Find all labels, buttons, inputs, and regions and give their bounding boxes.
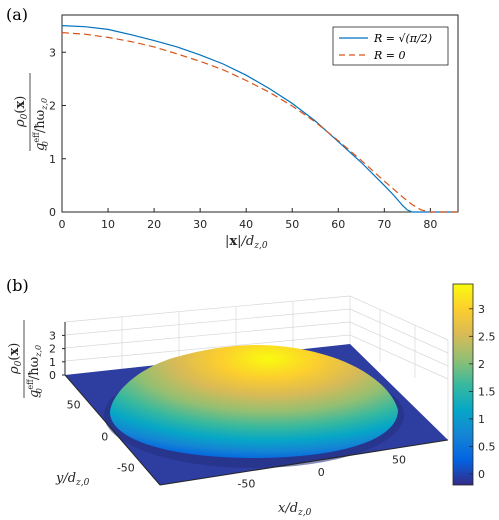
series-line-1 [61, 25, 458, 213]
x-axis-label-b: x/dz,0 [278, 501, 312, 518]
x-tick-label: 70 [377, 218, 391, 231]
colorbar-tick-label: 3 [478, 303, 485, 316]
colorbar-tick-label: 2 [478, 358, 485, 371]
x-tick-label: 30 [193, 218, 207, 231]
y-axis-line [64, 374, 161, 486]
legend-entry-2: R = 0 [373, 49, 406, 62]
x-tick-label: 60 [331, 218, 345, 231]
colorbar-tick-label: 0.5 [478, 440, 496, 453]
x-tick-label: 10 [101, 218, 115, 231]
x-axis-line-b [159, 439, 449, 486]
x-ticks-b: -50 0 50 [159, 439, 449, 491]
colorbar-ticks: 0 0.5 1 1.5 2 2.5 3 [469, 303, 496, 481]
x-axis-label-a: |x|/dz,0 [225, 234, 268, 251]
y-tick-label: 3 [49, 46, 56, 59]
y-tick-label-b: 0 [101, 431, 108, 444]
svg-text:ρ0(x): ρ0(x) [13, 96, 30, 128]
colorbar-tick-label: 0 [478, 468, 485, 481]
z-tick-label: 0 [49, 369, 56, 382]
y-ticks-a: 0 1 2 3 [49, 46, 66, 219]
surface-box-grid [64, 295, 449, 440]
x-tick-label: 0 [59, 218, 66, 231]
y-tick-label: 1 [49, 153, 56, 166]
x-tick-label-b: 0 [318, 466, 325, 479]
series-line-2 [61, 32, 458, 213]
z-tick-label: 3 [49, 329, 56, 342]
x-tick-label: 20 [147, 218, 161, 231]
y-tick-label-b: -50 [117, 461, 135, 474]
x-tick-label-b: -50 [237, 478, 255, 491]
z-tick-label: 2 [49, 343, 56, 356]
x-tick-label: 80 [423, 218, 437, 231]
y-tick-label: 0 [49, 206, 56, 219]
colorbar-tick-label: 1 [478, 413, 485, 426]
y-tick-label-b: 50 [67, 399, 81, 412]
z-tick-label: 1 [49, 356, 56, 369]
surface-dome [110, 345, 398, 458]
svg-text:geff0/ħωz,0: geff0/ħωz,0 [32, 98, 50, 151]
svg-text:geff0/ħωz,0: geff0/ħωz,0 [26, 345, 44, 398]
legend-a: R = √(π/2) R = 0 [332, 26, 449, 66]
y-axis-label-a: ρ0(x) geff0/ħωz,0 [13, 73, 50, 151]
x-ticks-a: 0 10 20 30 40 50 60 70 80 [59, 208, 437, 231]
svg-text:ρ0(x): ρ0(x) [7, 343, 24, 375]
x-tick-label: 40 [239, 218, 253, 231]
panel-a-label: (a) [6, 5, 28, 24]
y-tick-label: 2 [49, 100, 56, 113]
colorbar-tick-label: 2.5 [478, 330, 496, 343]
axes-frame-a [61, 14, 459, 213]
y-ticks-b: 50 0 -50 [64, 374, 161, 486]
z-axis-label-b: ρ0(x) geff0/ħωz,0 [7, 320, 44, 398]
x-tick-label: 50 [285, 218, 299, 231]
x-tick-label-b: 50 [392, 454, 406, 467]
colorbar-tick-label: 1.5 [478, 385, 496, 398]
colorbar [452, 283, 474, 486]
y-axis-label-b: y/dz,0 [55, 471, 90, 488]
panel-b-label: (b) [6, 276, 29, 295]
line-chart-a: 0 10 20 30 40 50 60 70 80 0 1 2 3 |x|/dz,0 ρ0(x) ge… [13, 14, 459, 251]
legend-entry-1: R = √(π/2) [373, 32, 432, 45]
series-lines-a [61, 25, 458, 213]
